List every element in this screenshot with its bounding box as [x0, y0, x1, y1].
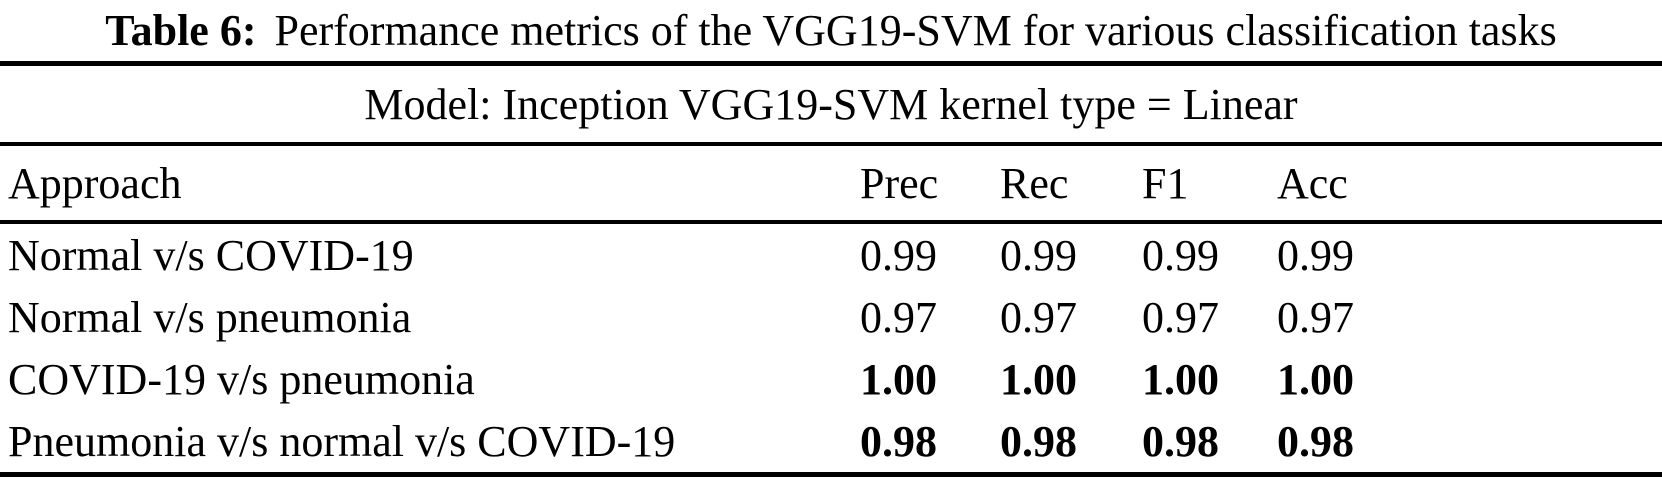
table-bottom-rule	[0, 472, 1662, 477]
table-model-header: Model: Inception VGG19-SVM kernel type =…	[364, 79, 1298, 129]
table-header-bottom-rule	[0, 220, 1662, 224]
table-caption-number: Table 6:	[105, 6, 257, 55]
prec-cell: 0.97	[860, 292, 937, 342]
rec-cell: 0.97	[1000, 292, 1077, 342]
approach-cell: Normal v/s pneumonia	[8, 292, 412, 342]
prec-cell: 0.98	[860, 416, 937, 466]
rec-cell: 0.98	[1000, 416, 1077, 466]
table-top-rule	[0, 61, 1662, 66]
f1-cell: 1.00	[1142, 354, 1219, 404]
prec-cell: 1.00	[860, 354, 937, 404]
table-row: Normal v/s COVID-19 0.99 0.99 0.99 0.99	[0, 224, 1662, 286]
column-header-approach: Approach	[8, 158, 182, 208]
approach-cell: Normal v/s COVID-19	[8, 230, 414, 280]
acc-cell: 0.98	[1277, 416, 1354, 466]
rec-cell: 0.99	[1000, 230, 1077, 280]
table-row: Pneumonia v/s normal v/s COVID-19 0.98 0…	[0, 410, 1662, 472]
table-header-row: Approach Prec Rec F1 Acc	[0, 146, 1662, 220]
acc-cell: 0.99	[1277, 230, 1354, 280]
f1-cell: 0.99	[1142, 230, 1219, 280]
column-header-prec: Prec	[860, 158, 939, 208]
acc-cell: 1.00	[1277, 354, 1354, 404]
table-model-header-row: Model: Inception VGG19-SVM kernel type =…	[0, 66, 1662, 142]
table-row: COVID-19 v/s pneumonia 1.00 1.00 1.00 1.…	[0, 348, 1662, 410]
column-header-acc: Acc	[1277, 158, 1348, 208]
table-row: Normal v/s pneumonia 0.97 0.97 0.97 0.97	[0, 286, 1662, 348]
acc-cell: 0.97	[1277, 292, 1354, 342]
prec-cell: 0.99	[860, 230, 937, 280]
column-header-rec: Rec	[1000, 158, 1069, 208]
approach-cell: Pneumonia v/s normal v/s COVID-19	[8, 416, 676, 466]
rec-cell: 1.00	[1000, 354, 1077, 404]
approach-cell: COVID-19 v/s pneumonia	[8, 354, 475, 404]
f1-cell: 0.97	[1142, 292, 1219, 342]
table-header-top-rule	[0, 142, 1662, 146]
table-caption: Table 6: Performance metrics of the VGG1…	[0, 0, 1662, 61]
column-header-f1: F1	[1142, 158, 1189, 208]
table-caption-text: Performance metrics of the VGG19-SVM for…	[274, 6, 1557, 55]
f1-cell: 0.98	[1142, 416, 1219, 466]
